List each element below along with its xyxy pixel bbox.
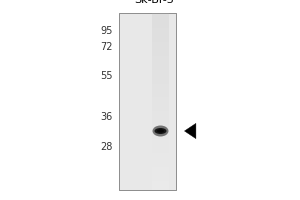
Text: Sk-Br-3: Sk-Br-3	[135, 0, 174, 5]
Text: 28: 28	[100, 142, 112, 152]
Ellipse shape	[152, 126, 169, 136]
Text: 95: 95	[100, 26, 112, 36]
Ellipse shape	[157, 129, 164, 133]
Bar	[118, 13, 176, 190]
Text: 36: 36	[100, 112, 112, 122]
Polygon shape	[184, 123, 196, 139]
Text: 55: 55	[100, 71, 112, 81]
Ellipse shape	[154, 128, 166, 134]
Text: 72: 72	[100, 42, 112, 52]
Bar	[118, 13, 176, 190]
